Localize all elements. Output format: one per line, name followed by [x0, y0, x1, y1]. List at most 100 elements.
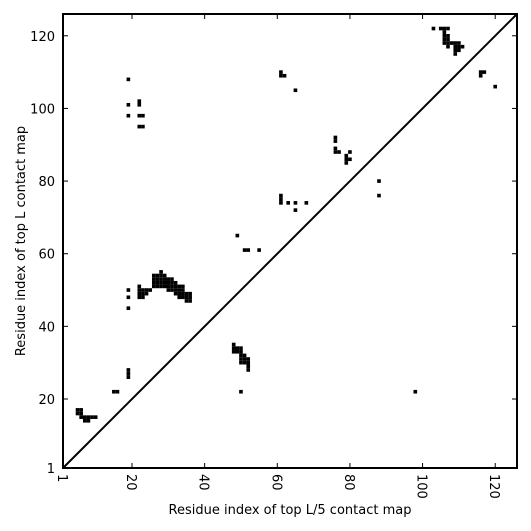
- contact-cell: [184, 291, 189, 296]
- y-tick-label: 40: [38, 320, 55, 335]
- contact-cell: [246, 368, 251, 372]
- contact-cell: [93, 415, 98, 419]
- contact-cell: [177, 295, 182, 300]
- contact-cell: [177, 291, 182, 296]
- contact-cell: [457, 41, 461, 45]
- contact-cell: [126, 288, 131, 292]
- contact-cell: [162, 277, 167, 281]
- contact-cell: [413, 389, 418, 394]
- plot-frame: [62, 13, 518, 469]
- contact-cell: [446, 41, 450, 45]
- contact-cell: [235, 346, 240, 350]
- contact-cell: [159, 280, 163, 285]
- contact-cell: [181, 284, 185, 289]
- x-tick-label: 120: [486, 474, 501, 499]
- contact-cell: [446, 44, 450, 49]
- contact-cell: [348, 150, 352, 154]
- contact-cell: [181, 288, 185, 292]
- contact-cell: [348, 157, 352, 162]
- contact-cell: [246, 248, 251, 252]
- contact-cell: [333, 146, 338, 151]
- x-tick-label: 100: [414, 474, 429, 499]
- contact-cell: [239, 346, 243, 350]
- contact-cell: [79, 408, 83, 412]
- contact-cell: [257, 248, 261, 252]
- contact-cell: [162, 273, 167, 278]
- contact-cell: [431, 26, 436, 31]
- contact-cell: [184, 299, 189, 303]
- contact-cell: [151, 273, 156, 278]
- contact-cell: [442, 30, 447, 34]
- y-tick-label: 20: [38, 393, 55, 408]
- contact-cell: [333, 150, 338, 154]
- contact-cell: [126, 371, 131, 376]
- contact-cell: [126, 306, 131, 311]
- contact-cell: [333, 139, 338, 143]
- contact-cell: [177, 284, 182, 289]
- contact-cell: [239, 349, 243, 354]
- contact-cell: [242, 357, 247, 361]
- contact-cell: [141, 124, 145, 129]
- y-tick-label: 1: [47, 462, 55, 477]
- contact-cell: [90, 415, 94, 419]
- contact-cell: [239, 357, 243, 361]
- contact-cell: [126, 102, 131, 107]
- contact-cell: [151, 277, 156, 281]
- contact-cell: [155, 277, 160, 281]
- contact-cell: [126, 368, 131, 372]
- y-tick-label: 120: [30, 30, 55, 45]
- contact-cell: [457, 48, 461, 53]
- diagonal-line: [62, 13, 518, 469]
- contact-cell: [344, 153, 349, 158]
- contact-cell: [446, 26, 450, 31]
- contact-cell: [166, 277, 171, 281]
- contact-cell: [170, 288, 174, 292]
- x-tick-label: 40: [196, 474, 211, 491]
- contact-cell: [188, 299, 192, 303]
- contact-cell: [279, 193, 283, 198]
- x-tick-label: 20: [123, 474, 138, 491]
- contact-cell: [112, 389, 116, 394]
- contact-cell: [170, 280, 174, 285]
- contact-cell: [377, 193, 381, 198]
- contact-cells: [75, 26, 498, 423]
- contact-cell: [235, 349, 240, 354]
- contact-cell: [115, 389, 120, 394]
- contact-cell: [337, 150, 341, 154]
- contact-cell: [141, 113, 145, 118]
- y-tick-label: 80: [38, 175, 55, 190]
- contact-cell: [246, 364, 251, 369]
- contact-cell: [282, 73, 287, 78]
- contact-cell: [162, 284, 167, 289]
- contact-cell: [231, 346, 236, 350]
- contact-cell: [279, 201, 283, 205]
- contact-cell: [159, 273, 163, 278]
- contact-cell: [239, 353, 243, 358]
- contact-cell: [137, 291, 142, 296]
- x-tick-label: 1: [54, 474, 69, 482]
- contact-cell: [151, 280, 156, 285]
- contact-cell: [137, 113, 142, 118]
- x-axis-ticks: 1 20 40 60 80 100 120: [54, 14, 501, 499]
- contact-cell: [449, 41, 454, 45]
- contact-cell: [166, 288, 171, 292]
- contact-cell: [181, 291, 185, 296]
- contact-cell: [162, 280, 167, 285]
- y-tick-label: 100: [30, 102, 55, 117]
- contact-cell: [137, 102, 142, 107]
- contact-cell: [442, 41, 447, 45]
- contact-cell: [141, 295, 145, 300]
- contact-cell: [137, 288, 142, 292]
- contact-cell: [453, 52, 458, 56]
- y-tick-label: 60: [38, 248, 55, 263]
- contact-cell: [293, 201, 298, 205]
- contact-cell: [246, 360, 251, 365]
- contact-cell: [438, 26, 443, 31]
- contact-cell: [188, 295, 192, 300]
- contact-cell: [442, 37, 447, 42]
- contact-cell: [242, 248, 247, 252]
- contact-cell: [482, 70, 487, 74]
- contact-cell: [279, 73, 283, 78]
- contact-cell: [86, 415, 91, 419]
